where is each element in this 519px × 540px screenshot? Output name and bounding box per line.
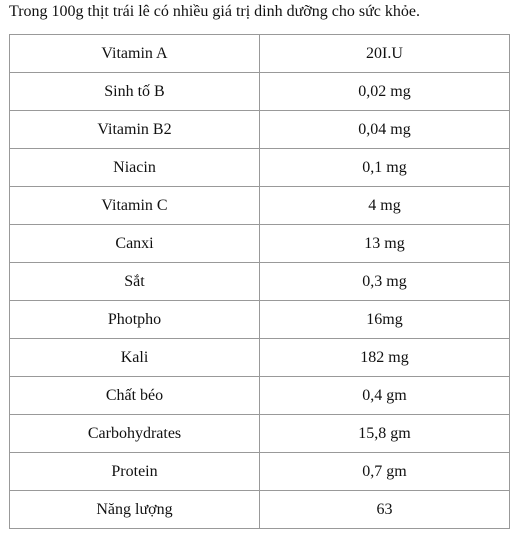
nutrient-amount: 13 mg — [259, 224, 510, 263]
table-body: Vitamin A 20I.U Sinh tố B 0,02 mg Vitamin B2… — [9, 34, 510, 529]
nutrient-amount: 15,8 gm — [259, 414, 510, 453]
nutrient-amount: 0,3 mg — [259, 262, 510, 301]
table-row: Sinh tố B 0,02 mg — [9, 72, 510, 111]
nutrition-table: Vitamin A 20I.U Sinh tố B 0,02 mg Vitamin B2… — [9, 34, 510, 529]
table-row: Vitamin B2 0,04 mg — [9, 110, 510, 149]
nutrient-amount: 0,04 mg — [259, 110, 510, 149]
nutrient-name: Năng lượng — [9, 490, 260, 529]
nutrient-amount: 0,1 mg — [259, 148, 510, 187]
table-row: Vitamin A 20I.U — [9, 34, 510, 73]
table-row: Canxi 13 mg — [9, 224, 510, 263]
nutrient-name: Sắt — [9, 262, 260, 301]
intro-text: Trong 100g thịt trái lê có nhiều giá trị… — [9, 3, 420, 20]
nutrient-amount: 0,4 gm — [259, 376, 510, 415]
nutrient-name: Protein — [9, 452, 260, 491]
table-row: Chất béo 0,4 gm — [9, 376, 510, 415]
nutrient-name: Canxi — [9, 224, 260, 263]
nutrient-amount: 63 — [259, 490, 510, 529]
table-row: Kali 182 mg — [9, 338, 510, 377]
nutrient-name: Sinh tố B — [9, 72, 260, 111]
nutrient-name: Chất béo — [9, 376, 260, 415]
table-row: Carbohydrates 15,8 gm — [9, 414, 510, 453]
nutrient-amount: 4 mg — [259, 186, 510, 225]
nutrient-name: Vitamin C — [9, 186, 260, 225]
nutrient-amount: 182 mg — [259, 338, 510, 377]
nutrient-name: Vitamin A — [9, 34, 260, 73]
table-row: Protein 0,7 gm — [9, 452, 510, 491]
nutrient-name: Photpho — [9, 300, 260, 339]
nutrient-amount: 16mg — [259, 300, 510, 339]
nutrient-amount: 0,02 mg — [259, 72, 510, 111]
nutrient-name: Kali — [9, 338, 260, 377]
nutrient-amount: 20I.U — [259, 34, 510, 73]
nutrient-amount: 0,7 gm — [259, 452, 510, 491]
nutrient-name: Vitamin B2 — [9, 110, 260, 149]
table-row: Photpho 16mg — [9, 300, 510, 339]
table-row: Niacin 0,1 mg — [9, 148, 510, 187]
nutrient-name: Carbohydrates — [9, 414, 260, 453]
table-row: Năng lượng 63 — [9, 490, 510, 529]
nutrient-name: Niacin — [9, 148, 260, 187]
table-row: Sắt 0,3 mg — [9, 262, 510, 301]
